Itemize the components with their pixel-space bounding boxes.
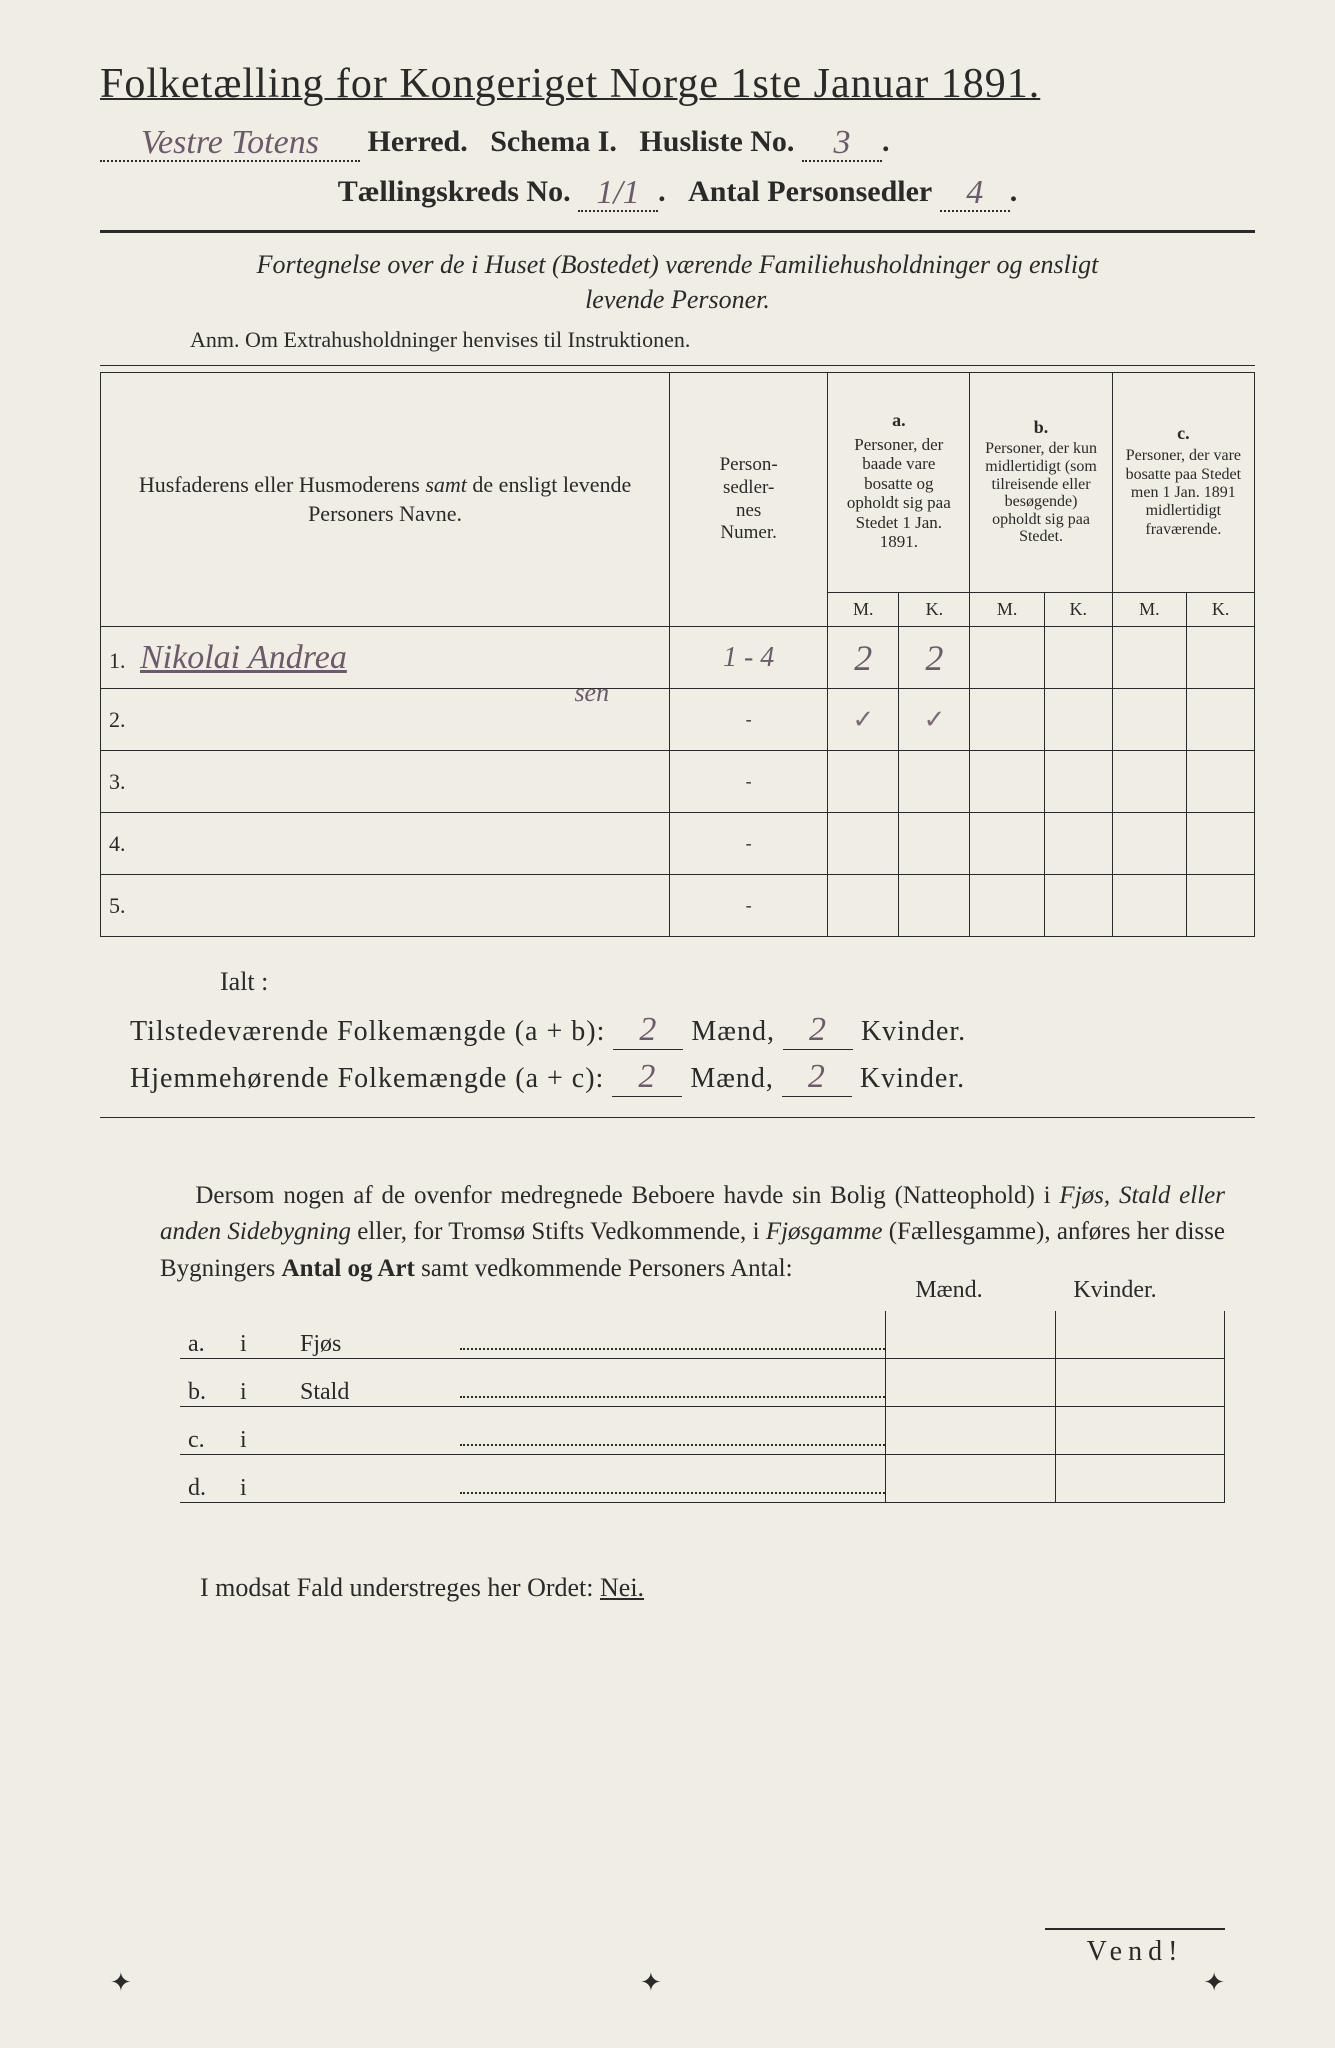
divider-thin xyxy=(100,365,1255,366)
subhdr-maend: Mænd. xyxy=(869,1277,1029,1304)
tick-mark: ✦ xyxy=(110,1968,132,1998)
hdr-b-m: M. xyxy=(970,593,1044,627)
hdr-b: b. Personer, der kun midlertidigt (som t… xyxy=(970,373,1112,593)
tick-mark: ✦ xyxy=(640,1968,662,1998)
sub-row: d. i xyxy=(180,1455,1225,1503)
sub-row: b. i Stald xyxy=(180,1359,1225,1407)
kreds-no: 1/1 xyxy=(596,174,639,211)
hdr-name: Husfaderens eller Husmoderens samt de en… xyxy=(101,373,670,627)
kreds-line: Tællingskreds No. 1/1. Antal Personsedle… xyxy=(100,172,1255,212)
table-row: 3. - xyxy=(101,751,1255,813)
building-subtable: Mænd. Kvinder. a. i Fjøs b. i Stald c. i… xyxy=(180,1311,1225,1503)
antal-no: 4 xyxy=(966,174,983,211)
hdr-num: Person-sedler-nesNumer. xyxy=(670,373,828,627)
table-row: 5. - xyxy=(101,875,1255,937)
census-table: Husfaderens eller Husmoderens samt de en… xyxy=(100,372,1255,937)
table-row: 4. - xyxy=(101,813,1255,875)
census-title: Folketælling for Kongeriget Norge 1ste J… xyxy=(100,60,1255,108)
tick-mark: ✦ xyxy=(1203,1968,1225,1998)
row1-name: Nikolai Andrea xyxy=(140,639,347,676)
hdr-a-k: K. xyxy=(899,593,970,627)
divider xyxy=(100,230,1255,233)
sub-row: c. i xyxy=(180,1407,1225,1455)
hdr-c-m: M. xyxy=(1112,593,1186,627)
sub-row: a. i Fjøs xyxy=(180,1311,1225,1359)
ialt-label: Ialt : xyxy=(220,967,1255,997)
subheading: Fortegnelse over de i Huset (Bostedet) v… xyxy=(100,247,1255,317)
table-row: 2. - ✓ ✓ xyxy=(101,689,1255,751)
anm-note: Anm. Om Extrahusholdninger henvises til … xyxy=(190,327,1255,353)
subhdr-kvinder: Kvinder. xyxy=(1035,1277,1195,1304)
hdr-c: c. Personer, der vare bosatte paa Stedet… xyxy=(1112,373,1254,593)
hdr-c-k: K. xyxy=(1187,593,1255,627)
herred-handwritten: Vestre Totens xyxy=(141,124,319,161)
summary-resident: Hjemmehørende Folkemængde (a + c): 2 Mæn… xyxy=(130,1058,1255,1097)
nei-line: I modsat Fald understreges her Ordet: Ne… xyxy=(200,1573,1255,1603)
instruction-paragraph: Dersom nogen af de ovenfor medregnede Be… xyxy=(160,1178,1225,1287)
husliste-no: 3 xyxy=(833,124,850,161)
hdr-b-k: K. xyxy=(1044,593,1112,627)
hdr-a: a. Personer, der baade vare bosatte og o… xyxy=(828,373,970,593)
table-row: 1. Nikolai Andrea sen 1 - 4 2 2 xyxy=(101,627,1255,689)
divider-thin xyxy=(100,1117,1255,1118)
vend-label: Vend! xyxy=(1045,1928,1225,1968)
herred-line: Vestre Totens Herred. Schema I. Husliste… xyxy=(100,122,1255,162)
hdr-a-m: M. xyxy=(828,593,899,627)
summary-present: Tilstedeværende Folkemængde (a + b): 2 M… xyxy=(130,1011,1255,1050)
